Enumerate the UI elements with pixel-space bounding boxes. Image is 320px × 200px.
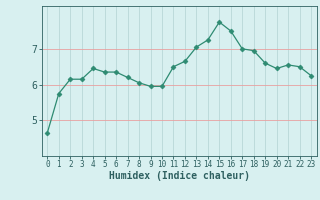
X-axis label: Humidex (Indice chaleur): Humidex (Indice chaleur) xyxy=(109,171,250,181)
